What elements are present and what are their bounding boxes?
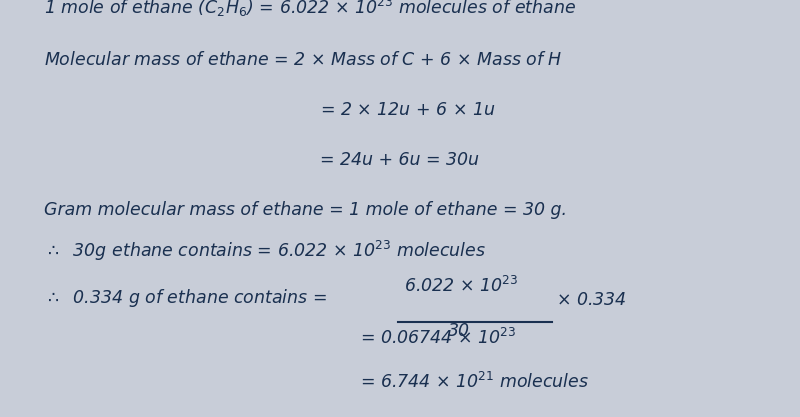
Text: = 24u + 6u = 30u: = 24u + 6u = 30u bbox=[320, 151, 479, 169]
Text: = 0.06744 $\times$ 10$^{23}$: = 0.06744 $\times$ 10$^{23}$ bbox=[360, 328, 516, 348]
Text: 6.022 $\times$ 10$^{23}$: 6.022 $\times$ 10$^{23}$ bbox=[404, 276, 518, 296]
Text: = 6.744 $\times$ 10$^{21}$ molecules: = 6.744 $\times$ 10$^{21}$ molecules bbox=[360, 372, 589, 392]
Text: 1 mole of ethane (C$_2$H$_6$) = 6.022 $\times$ 10$^{23}$ molecules of ethane: 1 mole of ethane (C$_2$H$_6$) = 6.022 $\… bbox=[44, 0, 576, 19]
Text: 30: 30 bbox=[448, 322, 470, 340]
Text: $\therefore$  30g ethane contains = 6.022 $\times$ 10$^{23}$ molecules: $\therefore$ 30g ethane contains = 6.022… bbox=[44, 239, 486, 263]
Text: Molecular mass of ethane = 2 $\times$ Mass of C + 6 $\times$ Mass of H: Molecular mass of ethane = 2 $\times$ Ma… bbox=[44, 51, 562, 69]
Text: = 2 $\times$ 12u + 6 $\times$ 1u: = 2 $\times$ 12u + 6 $\times$ 1u bbox=[320, 101, 495, 119]
Text: $\times$ 0.334: $\times$ 0.334 bbox=[556, 291, 626, 309]
Text: $\therefore$  0.334 g of ethane contains =: $\therefore$ 0.334 g of ethane contains … bbox=[44, 287, 327, 309]
Text: Gram molecular mass of ethane = 1 mole of ethane = 30 g.: Gram molecular mass of ethane = 1 mole o… bbox=[44, 201, 567, 219]
